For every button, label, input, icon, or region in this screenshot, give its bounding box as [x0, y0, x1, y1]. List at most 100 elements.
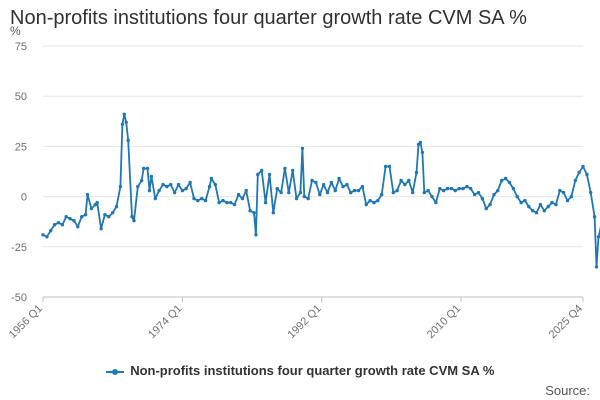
data-point [364, 202, 368, 207]
data-point [434, 200, 438, 205]
data-point [411, 190, 415, 195]
y-axis-unit-label: % [10, 24, 21, 38]
data-point [41, 233, 45, 237]
data-point [45, 235, 49, 239]
data-point [126, 138, 130, 143]
data-point [418, 140, 423, 145]
data-point [476, 190, 481, 195]
data-point [254, 233, 258, 237]
data-point [387, 164, 392, 169]
data-point [60, 223, 65, 227]
data-point [527, 204, 531, 209]
data-point [314, 180, 318, 185]
data-point [407, 178, 411, 183]
data-point [550, 200, 554, 205]
y-tick-label: 75 [15, 41, 27, 53]
data-point [426, 188, 430, 193]
data-point [449, 186, 454, 191]
data-point [360, 184, 365, 189]
data-point [283, 166, 287, 171]
data-point [318, 192, 322, 197]
data-point [542, 209, 546, 213]
data-point [492, 192, 496, 197]
data-point [592, 215, 597, 219]
data-point [229, 200, 233, 205]
data-point [573, 178, 577, 183]
data-point [511, 186, 515, 191]
data-point [596, 235, 600, 239]
data-point [325, 190, 330, 195]
data-point [345, 182, 349, 187]
data-point [76, 225, 80, 229]
data-point [213, 182, 217, 187]
x-tick-label: 1992 Q1 [286, 303, 324, 341]
data-point [89, 206, 94, 211]
data-point [107, 215, 111, 219]
grid-lines [43, 45, 583, 298]
data-point [169, 182, 173, 187]
data-point [122, 112, 127, 117]
data-point [341, 184, 345, 189]
data-point [531, 209, 535, 213]
data-point [184, 186, 188, 191]
data-point [500, 178, 504, 183]
data-point [260, 168, 264, 173]
data-point [263, 200, 268, 205]
x-tick-label: 1974 Q1 [146, 303, 184, 341]
series-line-group [41, 112, 600, 269]
data-point [414, 170, 419, 175]
data-point [49, 229, 53, 233]
y-tick-label: 25 [15, 141, 27, 153]
data-point [267, 172, 272, 177]
data-point [72, 219, 76, 223]
data-point [569, 194, 574, 199]
data-point [484, 206, 488, 211]
data-point [554, 202, 558, 207]
data-point [465, 184, 469, 189]
data-point [461, 186, 465, 191]
data-point [136, 184, 140, 189]
data-point [441, 188, 446, 193]
data-point [469, 186, 473, 191]
data-point [240, 196, 245, 201]
data-point [585, 172, 589, 177]
data-point [52, 223, 57, 227]
data-point [321, 182, 326, 187]
y-tick-label: 50 [15, 91, 27, 103]
data-point [147, 188, 152, 193]
legend-label: Non-profits institutions four quarter gr… [130, 363, 495, 378]
data-point [300, 146, 305, 151]
chart-title: Non-profits institutions four quarter gr… [10, 7, 527, 29]
data-point [577, 170, 581, 175]
x-tick-label: 2010 Q1 [425, 303, 463, 341]
data-point [95, 200, 99, 205]
data-point [472, 192, 477, 197]
data-point [422, 190, 426, 195]
data-point [291, 168, 295, 173]
data-point [503, 176, 508, 181]
data-point [287, 190, 291, 195]
data-point [453, 188, 457, 193]
data-point [103, 213, 107, 217]
data-point [519, 200, 523, 205]
data-point [310, 178, 314, 183]
data-point [221, 198, 225, 203]
data-point [594, 265, 599, 269]
data-point [161, 182, 165, 187]
data-point [252, 211, 256, 215]
data-point [507, 180, 512, 185]
data-point [538, 202, 543, 207]
data-point [85, 192, 90, 197]
data-point [124, 120, 128, 125]
data-point [141, 166, 146, 171]
data-point [589, 190, 593, 195]
data-point [329, 180, 334, 185]
data-point [352, 188, 357, 193]
data-point [236, 192, 241, 197]
data-point [217, 200, 221, 205]
legend[interactable]: Non-profits institutions four quarter gr… [0, 363, 600, 378]
data-point [244, 188, 248, 193]
data-point [196, 198, 200, 203]
data-point [333, 188, 337, 193]
